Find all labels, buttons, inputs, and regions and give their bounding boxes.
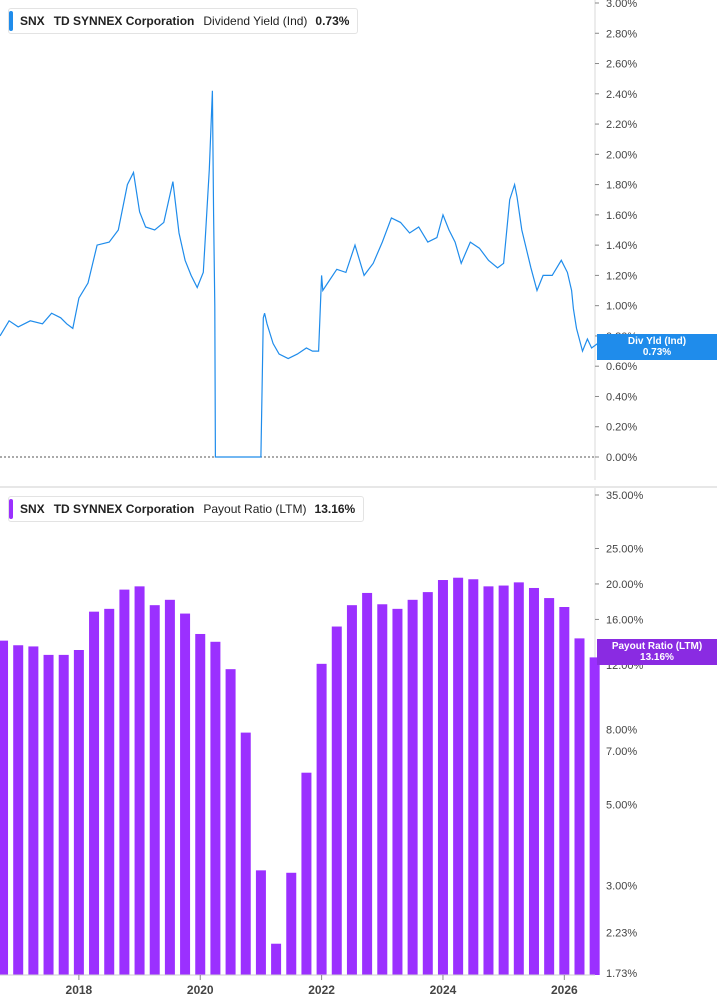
payout-bar bbox=[589, 657, 600, 975]
payout-ratio-axis: 1.73%2.23%3.00%5.00%7.00%8.00%12.00%16.0… bbox=[594, 488, 644, 980]
y-tick-label: 1.73% bbox=[606, 968, 637, 980]
payout-bar bbox=[422, 592, 433, 975]
y-tick-label: 1.00% bbox=[606, 301, 637, 313]
payout-bar bbox=[513, 582, 524, 975]
payout-bar bbox=[13, 645, 24, 975]
payout-bar bbox=[407, 599, 418, 975]
y-tick-label: 5.00% bbox=[606, 799, 637, 811]
y-tick-label: 2.80% bbox=[606, 28, 637, 40]
x-tick-label: 2024 bbox=[430, 983, 457, 997]
x-tick-label: 2020 bbox=[187, 983, 214, 997]
legend-ticker: SNX bbox=[20, 502, 45, 516]
y-tick-label: 2.20% bbox=[606, 119, 637, 131]
tag-label: Payout Ratio (LTM) bbox=[611, 641, 703, 652]
y-tick-label: 8.00% bbox=[606, 725, 637, 737]
payout-bar bbox=[346, 605, 357, 975]
y-tick-label: 2.00% bbox=[606, 149, 637, 161]
payout-bar bbox=[195, 633, 206, 975]
y-tick-label: 1.20% bbox=[606, 270, 637, 282]
payout-bar bbox=[528, 587, 539, 975]
y-tick-label: 2.40% bbox=[606, 89, 637, 101]
y-tick-label: 3.00% bbox=[606, 0, 637, 10]
y-tick-label: 0.00% bbox=[606, 452, 637, 464]
legend-color-swatch bbox=[9, 499, 13, 519]
payout-bar bbox=[73, 649, 84, 975]
payout-bar bbox=[43, 654, 54, 975]
payout-bar bbox=[301, 772, 312, 975]
payout-bar bbox=[498, 585, 509, 975]
payout-bar bbox=[0, 640, 9, 975]
tag-label: Div Yld (Ind) bbox=[627, 336, 687, 347]
tag-value: 13.16% bbox=[640, 652, 674, 663]
payout-bar bbox=[468, 579, 479, 975]
y-tick-label: 0.60% bbox=[606, 361, 637, 373]
dividend-yield-legend[interactable]: SNX TD SYNNEX Corporation Dividend Yield… bbox=[8, 8, 359, 34]
payout-bar bbox=[28, 646, 39, 975]
payout-bar bbox=[286, 872, 297, 975]
legend-metric: Payout Ratio (LTM) bbox=[203, 502, 307, 516]
x-tick-label: 2026 bbox=[551, 983, 578, 997]
y-tick-label: 20.00% bbox=[606, 579, 644, 591]
payout-bar bbox=[559, 607, 570, 975]
payout-bar bbox=[392, 608, 403, 975]
payout-bar bbox=[574, 638, 585, 975]
legend-value: 0.73% bbox=[315, 14, 350, 28]
legend-color-swatch bbox=[9, 11, 13, 31]
payout-bar bbox=[316, 663, 327, 975]
x-tick-label: 2018 bbox=[66, 983, 93, 997]
payout-bar bbox=[377, 604, 388, 975]
payout-bar bbox=[164, 599, 175, 975]
y-tick-label: 1.80% bbox=[606, 180, 637, 192]
payout-ratio-legend[interactable]: SNX TD SYNNEX Corporation Payout Ratio (… bbox=[8, 496, 365, 522]
payout-ratio-bars bbox=[0, 577, 600, 975]
y-tick-label: 16.00% bbox=[606, 614, 644, 626]
payout-ratio-price-tag: Payout Ratio (LTM) 13.16% bbox=[597, 639, 717, 665]
payout-bar bbox=[225, 669, 236, 975]
payout-bar bbox=[104, 608, 115, 975]
y-tick-label: 1.60% bbox=[606, 210, 637, 222]
payout-bar bbox=[362, 592, 373, 975]
y-tick-label: 25.00% bbox=[606, 543, 644, 555]
payout-bar bbox=[453, 577, 464, 975]
y-tick-label: 0.20% bbox=[606, 422, 637, 434]
payout-bar bbox=[89, 611, 100, 975]
y-tick-label: 2.60% bbox=[606, 59, 637, 71]
legend-ticker: SNX bbox=[20, 14, 45, 28]
payout-bar bbox=[255, 870, 266, 975]
y-tick-label: 35.00% bbox=[606, 490, 644, 502]
payout-bar bbox=[119, 589, 130, 975]
payout-bar bbox=[271, 943, 282, 975]
legend-company: TD SYNNEX Corporation bbox=[53, 14, 195, 28]
legend-value: 13.16% bbox=[314, 502, 356, 516]
x-axis: 2018 2020 2022 2024 2026 bbox=[0, 974, 595, 997]
legend-metric: Dividend Yield (Ind) bbox=[203, 14, 308, 28]
y-tick-label: 2.23% bbox=[606, 928, 637, 940]
payout-bar bbox=[437, 580, 448, 975]
y-tick-label: 0.40% bbox=[606, 391, 637, 403]
dividend-yield-axis: 0.00%0.20%0.40%0.60%0.80%1.00%1.20%1.40%… bbox=[0, 0, 717, 488]
y-tick-label: 3.00% bbox=[606, 880, 637, 892]
payout-bar bbox=[331, 626, 342, 975]
payout-bar bbox=[544, 598, 555, 975]
payout-bar bbox=[134, 586, 145, 975]
y-tick-label: 1.40% bbox=[606, 240, 637, 252]
payout-bar bbox=[149, 605, 160, 975]
tag-value: 0.73% bbox=[642, 347, 672, 358]
payout-bar bbox=[483, 586, 494, 975]
payout-bar bbox=[180, 613, 191, 975]
payout-bar bbox=[240, 732, 251, 975]
dividend-yield-series bbox=[0, 90, 605, 458]
payout-bar bbox=[58, 654, 69, 975]
dividend-yield-price-tag: Div Yld (Ind) 0.73% bbox=[597, 334, 717, 360]
dividend-yield-line bbox=[0, 90, 605, 458]
y-tick-label: 7.00% bbox=[606, 746, 637, 758]
legend-company: TD SYNNEX Corporation bbox=[53, 502, 195, 516]
x-tick-label: 2022 bbox=[308, 983, 335, 997]
payout-bar bbox=[210, 641, 221, 975]
